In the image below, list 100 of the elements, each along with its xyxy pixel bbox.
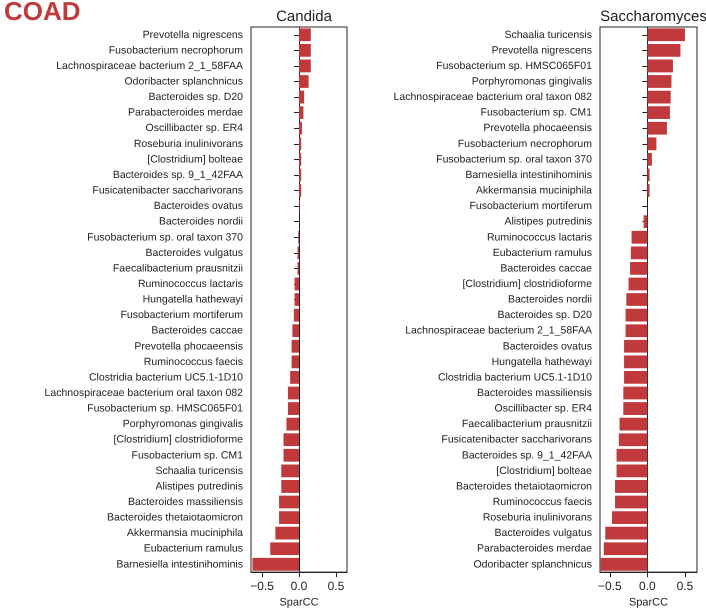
y-tick-label: Bacteroides ovatus	[154, 200, 243, 212]
y-tick-label: Lachnospiraceae bacterium oral taxon 082	[44, 386, 244, 399]
bar	[647, 106, 670, 120]
bar	[275, 526, 299, 540]
y-tick-label: Akkermansia muciniphila	[126, 527, 244, 540]
y-tick-label: Fusobacterium sp. HMSC065F01	[436, 60, 592, 72]
y-tick-label: Bacteroides nordii	[158, 216, 243, 228]
y-tick-label: Schaalia turicensis	[504, 28, 592, 41]
bar	[647, 137, 656, 150]
bar	[299, 122, 302, 135]
bar	[279, 496, 299, 508]
bar	[632, 230, 648, 244]
y-tick-label: Bacteroides thetaiotaomicron	[456, 480, 592, 492]
y-tick-label: Porphyromonas gingivalis	[472, 76, 592, 88]
y-tick-label: Bacteroides vulgatus	[146, 246, 243, 259]
y-tick-label: Bacteroides sp. 9_1_42FAA	[462, 449, 592, 462]
y-tick-label: Faecalibacterium prausnitzii	[462, 418, 592, 430]
y-tick-label: Bacteroides sp. D20	[148, 91, 244, 104]
y-tick-label: Fusobacterium necrophorum	[458, 138, 592, 150]
y-tick-label: Alistipes putredinis	[155, 480, 243, 492]
y-tick-label: Fusobacterium sp. CM1	[132, 449, 244, 462]
y-tick-label: Lachnospiraceae bacterium 2_1_58FAA	[56, 60, 243, 72]
bar	[270, 542, 299, 556]
y-tick-label: Akkermansia muciniphila	[476, 184, 592, 197]
y-tick-label: Ruminococcus lactaris	[138, 278, 243, 290]
y-tick-label: Eubacterium ramulus	[492, 246, 592, 259]
bar	[647, 184, 650, 197]
y-tick-label: Eubacterium ramulus	[144, 542, 243, 555]
y-tick-label: Fusobacterium necrophorum	[108, 44, 244, 56]
y-tick-label: Fusobacterium sp. oral taxon 370	[87, 231, 244, 244]
y-tick-label: Schaalia turicensis	[155, 464, 243, 477]
y-tick-label: Odoribacter splanchnicus	[474, 558, 592, 570]
bar	[615, 496, 648, 508]
y-tick-label: Faecalibacterium prausnitzii	[112, 262, 243, 274]
bar	[616, 448, 648, 462]
bar	[612, 511, 648, 524]
y-tick-label: Roseburia inulinivorans	[482, 512, 592, 524]
bar	[647, 60, 673, 72]
y-tick-label: Bacteroides nordii	[508, 294, 592, 306]
y-tick-label: Bacteroides thetaiotaomicron	[107, 512, 244, 524]
bar	[647, 152, 652, 166]
bar	[626, 324, 648, 338]
y-tick-label: Fusicatenibacter saccharivorans	[92, 184, 243, 197]
x-tick-label: −0.5	[598, 579, 622, 594]
y-tick-label: Bacteroides caccae	[500, 262, 592, 274]
text: COAD	[4, 0, 81, 27]
bar	[299, 60, 311, 72]
y-tick-label: [Clostridium] clostridioforme	[113, 434, 244, 446]
bar	[299, 90, 304, 104]
y-tick-label: [Clostridium] bolteae	[147, 153, 244, 166]
y-tick-label: Bacteroides massiliensis	[128, 496, 243, 508]
y-tick-label: Barnesiella intestinihominis	[116, 558, 243, 570]
y-tick-label: Fusobacterium sp. oral taxon 370	[436, 153, 592, 166]
bar	[292, 340, 299, 353]
bar	[647, 28, 685, 42]
y-tick-label: Prevotella nigrescens	[142, 28, 243, 41]
bar	[286, 418, 299, 431]
bar	[630, 262, 648, 275]
y-tick-label: Ruminococcus lactaris	[486, 231, 592, 244]
y-tick-label: Alistipes putredinis	[504, 216, 592, 228]
y-tick-label: Ruminococcus faecis	[492, 496, 592, 508]
y-tick-label: Bacteroides massiliensis	[477, 386, 592, 399]
y-tick-label: Bacteroides caccae	[151, 324, 244, 337]
x-tick-label: −0.5	[250, 579, 274, 594]
bar	[605, 526, 648, 540]
bar	[294, 278, 299, 290]
bar	[624, 355, 648, 368]
bar	[626, 293, 648, 306]
bar	[288, 386, 299, 400]
y-tick-label: Clostridia bacterium UC5.1-1D10	[438, 371, 592, 384]
bar	[281, 464, 299, 478]
x-tick-label: 0.5	[328, 579, 345, 594]
bar	[647, 90, 671, 104]
bar	[288, 402, 299, 415]
bar	[252, 558, 299, 571]
bar	[624, 371, 648, 384]
y-tick-label: Clostridia bacterium UC5.1-1D10	[88, 371, 244, 384]
y-tick-label: Odoribacter splanchnicus	[124, 76, 243, 88]
bar	[600, 558, 648, 571]
y-tick-label: Fusobacterium mortiferum	[469, 200, 592, 212]
bar	[644, 215, 648, 228]
y-tick-label: Prevotella nigrescens	[492, 44, 592, 56]
bar	[647, 168, 650, 182]
y-tick-label: Prevotella phocaeensis	[483, 122, 592, 134]
bar	[299, 75, 309, 88]
bar	[647, 75, 672, 88]
bar	[294, 308, 299, 322]
bar	[630, 246, 648, 260]
bar	[626, 308, 648, 322]
y-tick-label: Barnesiella intestinihominis	[465, 168, 592, 181]
bar	[624, 340, 648, 353]
bar	[283, 448, 299, 462]
y-tick-label: Lachnospiraceae bacterium oral taxon 082	[394, 91, 592, 104]
y-tick-label: Parabacteroides merdae	[477, 542, 592, 555]
y-tick-label: Oscillibacter sp. ER4	[146, 122, 244, 134]
y-tick-label: Parabacteroides merdae	[128, 106, 244, 119]
bar	[281, 480, 299, 493]
x-axis-title: SparCC	[628, 596, 668, 608]
bar	[299, 106, 304, 120]
bar	[647, 44, 680, 57]
